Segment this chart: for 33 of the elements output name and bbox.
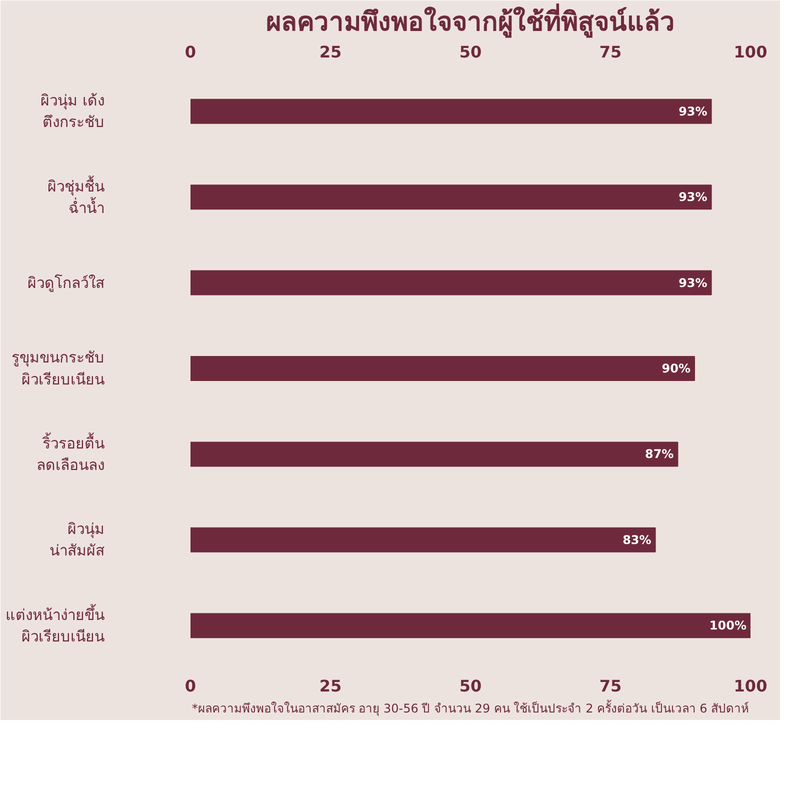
bar: [190, 442, 678, 467]
y-tick-label: รูขุมขนกระชับ ผิวเรียบเนียน: [12, 348, 104, 388]
x-tick-label: 25: [319, 42, 342, 62]
data-label: 87%: [644, 447, 674, 462]
data-label: 93%: [678, 104, 708, 118]
y-tick-label: ผิวนุ่ม น่าสัมผัส: [50, 520, 104, 560]
data-label: 93%: [678, 276, 708, 290]
data-label: 93%: [678, 190, 708, 204]
chart-title: ผลความพึงพอใจจากผู้ใช้ที่พิสูจน์แล้ว: [266, 2, 675, 38]
y-tick-label: ริ้วรอยตื้น ลดเลือนลง: [36, 432, 104, 474]
x2-tick-label: 50: [459, 676, 482, 696]
x-tick-label: 75: [599, 42, 622, 62]
text: *ผลความพึงพอใจในอาสาสมัคร อายุ 30-56 ปี จำนวน 29 คน ใช้เป็นประจำ 2 ครั้งต่อวัน เป็นเวลา 6 สัปดาห์: [192, 700, 750, 716]
y-tick-label: ผิวดูโกลว์ใส: [28, 274, 104, 292]
bar: [190, 184, 712, 210]
y-tick-label: ผิวชุ่มชื้น ฉ่ำน้ำ: [48, 175, 104, 217]
x2-tick-label: 75: [599, 676, 622, 696]
x2-tick-label: 0: [184, 676, 196, 696]
data-label: 90%: [662, 362, 691, 376]
x2-tick-label: 25: [319, 676, 342, 696]
x-tick-label: 50: [459, 42, 482, 62]
bar: [190, 356, 695, 381]
y-tick-label: ผิวนุ่ม เด้ง ตึงกระชับ: [40, 92, 105, 132]
bar: [190, 527, 656, 552]
x2-tick-label: 100: [734, 676, 768, 696]
data-label: 83%: [622, 532, 652, 547]
bar: [190, 613, 750, 638]
bar: [190, 98, 712, 124]
bar: [190, 270, 712, 296]
data-label: 100%: [709, 618, 747, 633]
x-tick-label: 0: [184, 42, 196, 62]
x-tick-label: 100: [734, 42, 768, 62]
y-tick-label: แต่งหน้าง่ายขึ้น ผิวเรียบเนียน: [6, 604, 104, 646]
